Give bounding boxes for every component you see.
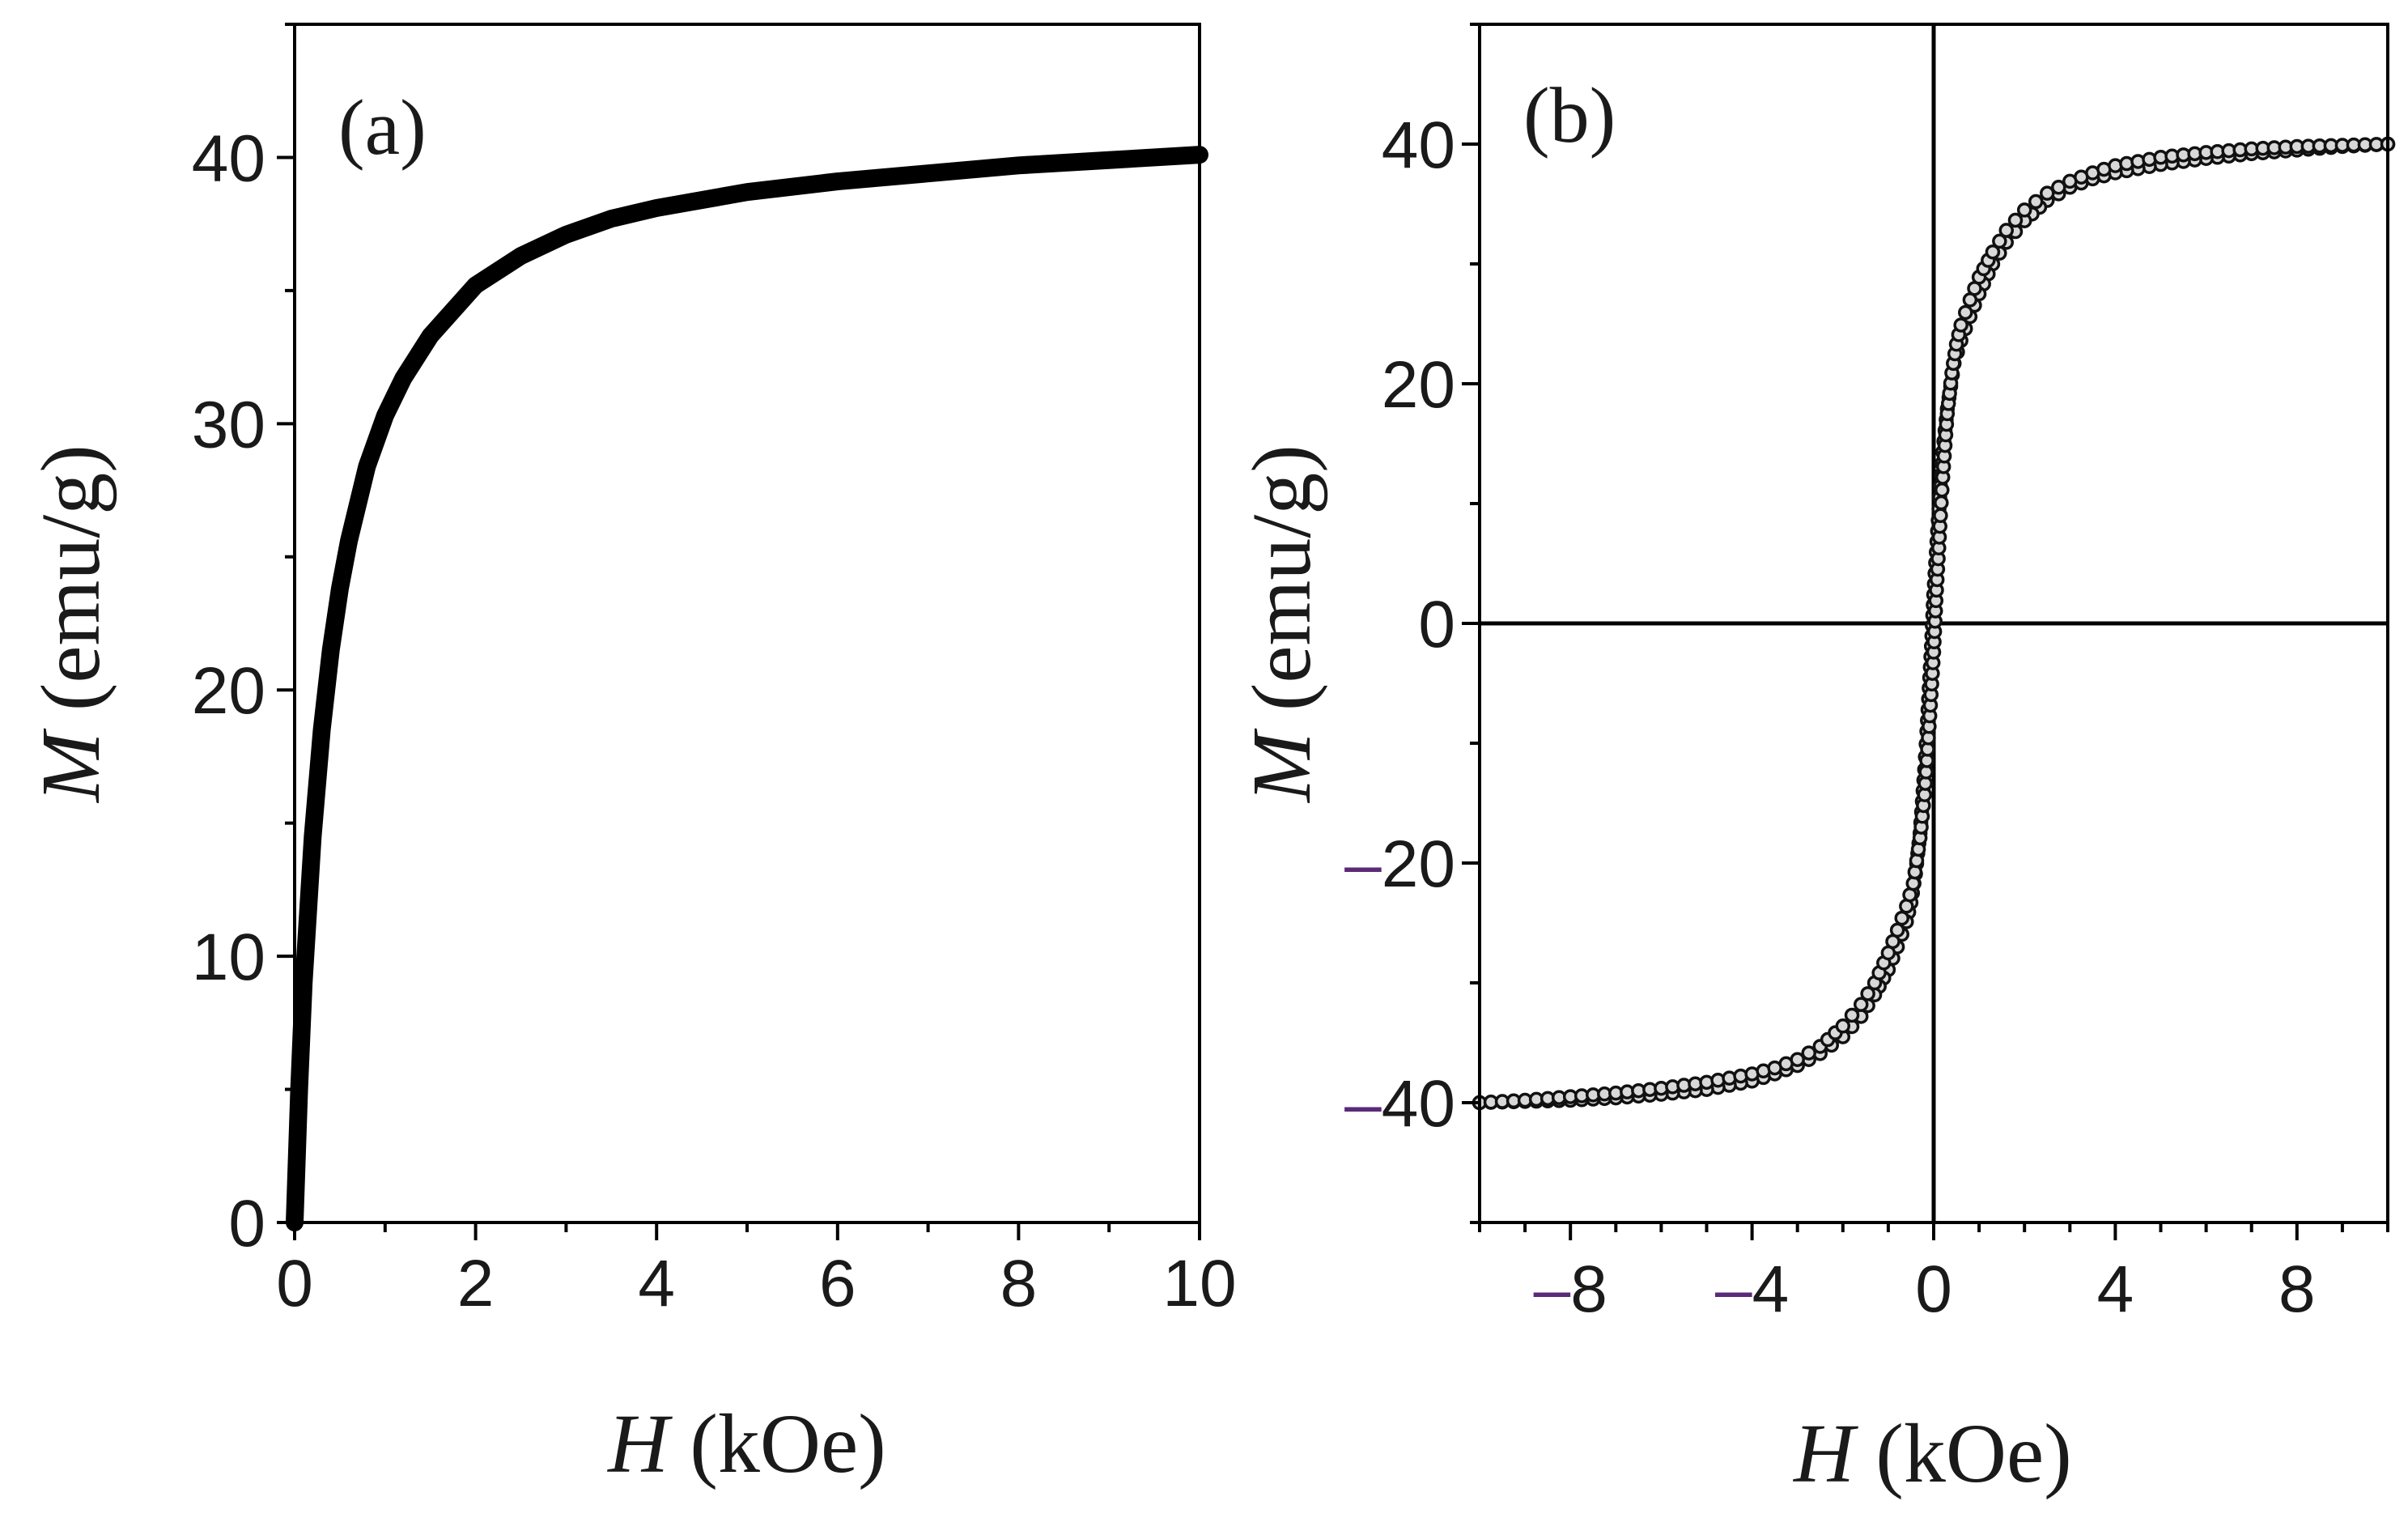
panel-b-y-tick-label: –40 [1344, 1067, 1455, 1141]
panel-b-data-point [1853, 997, 1869, 1012]
panel-b-x-tick-minus: – [1534, 1252, 1571, 1326]
panel-b-x-tick-label: –8 [1534, 1252, 1607, 1326]
panel-a-x-axis-unit: (kOe) [690, 1397, 886, 1490]
panel-b-y-axis-unit: (emu/g) [1235, 444, 1328, 711]
panel-b-data-point [1801, 1045, 1816, 1061]
panel-b-branch-ascending [1472, 136, 2396, 1111]
panel-b-data-point [1835, 1018, 1851, 1034]
panel-b-y-tick-label: 0 [1418, 588, 1455, 661]
panel-a-tick-layer: 0 2 4 6 8 10 0 10 20 30 40 [192, 23, 1237, 1320]
panel-b-x-tick-number: 4 [2097, 1252, 2134, 1326]
panel-a-x-tick-label: 10 [1162, 1247, 1236, 1320]
panel-b-y-tick-minus: – [1344, 827, 1382, 901]
panel-a-x-tick-label: 8 [1000, 1247, 1038, 1320]
panel-b-data-point [1958, 304, 1973, 321]
panel-b-x-tick-minus: – [1715, 1252, 1752, 1326]
panel-a-x-axis-symbol: H [606, 1397, 673, 1490]
panel-a-x-tick-label: 6 [819, 1247, 856, 1320]
panel-b-data-point [1953, 317, 1968, 333]
panel-b-y-tick-number: 0 [1418, 588, 1455, 661]
panel-a-y-axis-unit: (emu/g) [24, 444, 117, 711]
panel-b-y-tick-label: 20 [1382, 348, 1455, 422]
panel-b-x-tick-number: 8 [2278, 1252, 2316, 1326]
panel-a-series-line [286, 146, 1208, 1231]
panel-b-x-tick-number: 4 [1752, 1252, 1790, 1326]
panel-b-x-axis-title: H (kOe) [1792, 1407, 2072, 1500]
panel-b-data-point [2040, 185, 2055, 201]
panel-b-y-tick-minus: – [1344, 1067, 1382, 1141]
panel-b-x-tick-label: –4 [1715, 1252, 1789, 1326]
panel-b-data-point [1790, 1052, 1805, 1067]
panel-a-label: (a) [338, 84, 427, 172]
panel-b-data-point [2007, 212, 2024, 228]
panel-b-series-layer [1472, 136, 2396, 1111]
panel-b-data-point [1998, 223, 2015, 238]
panel-b-y-tick-label: –20 [1344, 827, 1455, 901]
panel-b-data-point [2028, 193, 2044, 210]
panel-b-data-point [1992, 233, 2007, 249]
panel-b-data-point [2051, 180, 2066, 195]
panel-a: 0 2 4 6 8 10 0 10 20 30 40 (a) H (kOe) M (emu/g) [24, 23, 1237, 1490]
panel-b-y-tick-number: 40 [1382, 1067, 1455, 1141]
panel-b-data-point [1860, 986, 1875, 1001]
panel-b-y-axis-title: M (emu/g) [1235, 444, 1328, 804]
panel-b-data-point [1889, 922, 1905, 938]
panel-b-y-axis-symbol: M [1235, 728, 1328, 804]
panel-b-x-tick-label: 0 [1915, 1252, 1952, 1326]
panel-b-x-tick-number: 0 [1915, 1252, 1952, 1326]
panel-a-y-tick-label: 20 [192, 654, 265, 728]
panel-b-x-tick-label: 4 [2097, 1252, 2134, 1326]
panel-b-y-tick-label: 40 [1382, 108, 1455, 182]
panel-b-data-point [1894, 910, 1909, 926]
panel-b-data-point [1985, 244, 2001, 260]
panel-b-data-point [1933, 508, 1948, 524]
panel-b-y-tick-number: 20 [1382, 348, 1455, 422]
panel-a-x-tick-label: 4 [638, 1247, 675, 1320]
panel-b-y-tick-number: 40 [1382, 108, 1455, 182]
panel-a-y-axis-symbol: M [24, 728, 117, 804]
panel-a-x-tick-label: 2 [457, 1247, 495, 1320]
panel-a-x-axis-title: H (kOe) [606, 1397, 886, 1490]
panel-a-y-tick-label: 0 [228, 1187, 265, 1261]
panel-b-x-axis-symbol: H [1792, 1407, 1858, 1500]
panel-b-x-tick-number: 8 [1570, 1252, 1607, 1326]
panel-b-label: (b) [1523, 72, 1616, 159]
panel-b-data-point [1934, 482, 1950, 498]
panel-b-data-point [1934, 495, 1949, 511]
panel-a-y-tick-label: 40 [192, 121, 265, 195]
panel-b-data-point [2016, 202, 2032, 218]
panel-a-series-layer [286, 146, 1208, 1231]
panel-a-x-tick-label: 0 [276, 1247, 313, 1320]
panel-a-y-tick-label: 10 [192, 921, 265, 994]
panel-b-data-point [1844, 1007, 1860, 1023]
panel-b-x-axis-unit: (kOe) [1875, 1407, 2072, 1500]
panel-b-y-tick-number: 20 [1382, 827, 1455, 901]
panel-a-y-tick-label: 30 [192, 388, 265, 461]
panel-a-y-axis-title: M (emu/g) [24, 444, 117, 804]
panel-b-x-tick-label: 8 [2278, 1252, 2316, 1326]
